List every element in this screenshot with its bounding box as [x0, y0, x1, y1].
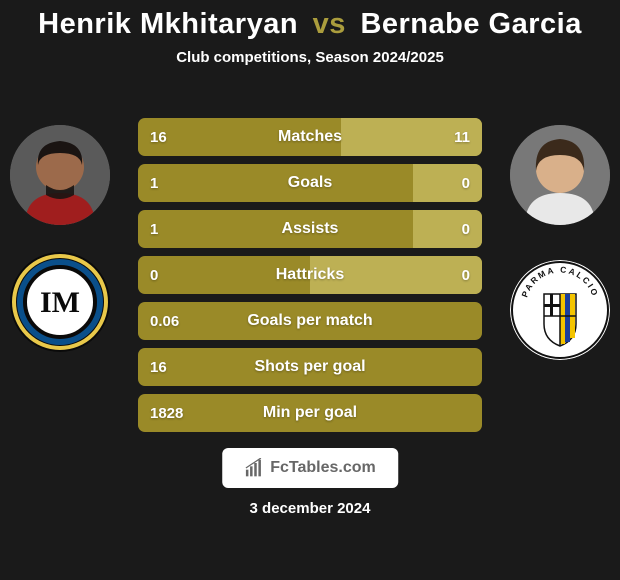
- stat-label: Matches: [138, 128, 482, 146]
- watermark-badge: FcTables.com: [222, 448, 398, 488]
- stat-value-right: 11: [454, 129, 470, 146]
- player1-avatar: [10, 125, 110, 225]
- svg-text:IM: IM: [40, 286, 80, 319]
- player2-avatar: [510, 125, 610, 225]
- watermark-text: FcTables.com: [270, 459, 376, 477]
- page-title: Henrik Mkhitaryan vs Bernabe Garcia: [0, 8, 620, 41]
- player1-name: Henrik Mkhitaryan: [38, 8, 298, 40]
- stat-label: Min per goal: [138, 404, 482, 422]
- stat-row: 0Hattricks0: [138, 256, 482, 294]
- stat-label: Hattricks: [138, 266, 482, 284]
- subtitle: Club competitions, Season 2024/2025: [0, 49, 620, 66]
- player2-club-badge: PARMA CALCIO: [510, 260, 610, 360]
- club1-svg: IM: [10, 252, 110, 352]
- stat-label: Goals: [138, 174, 482, 192]
- stat-label: Shots per goal: [138, 358, 482, 376]
- stat-label: Assists: [138, 220, 482, 238]
- stat-row: 16Matches11: [138, 118, 482, 156]
- player2-name: Bernabe Garcia: [360, 8, 581, 40]
- comparison-card: Henrik Mkhitaryan vs Bernabe Garcia Club…: [0, 0, 620, 580]
- stat-row: 1Goals0: [138, 164, 482, 202]
- player1-club-badge: IM: [10, 252, 110, 352]
- player2-avatar-svg: [510, 125, 610, 225]
- stat-row: 1Assists0: [138, 210, 482, 248]
- stat-value-right: 0: [462, 175, 470, 192]
- stat-value-right: 0: [462, 221, 470, 238]
- chart-icon: [244, 458, 264, 478]
- club2-svg: PARMA CALCIO: [510, 260, 610, 360]
- vs-text: vs: [313, 8, 346, 40]
- player1-avatar-svg: [10, 125, 110, 225]
- stats-list: 16Matches111Goals01Assists00Hattricks00.…: [138, 118, 482, 440]
- date-text: 3 december 2024: [0, 500, 620, 517]
- stat-row: 16Shots per goal: [138, 348, 482, 386]
- stat-label: Goals per match: [138, 312, 482, 330]
- stat-row: 1828Min per goal: [138, 394, 482, 432]
- stat-value-right: 0: [462, 267, 470, 284]
- stat-row: 0.06Goals per match: [138, 302, 482, 340]
